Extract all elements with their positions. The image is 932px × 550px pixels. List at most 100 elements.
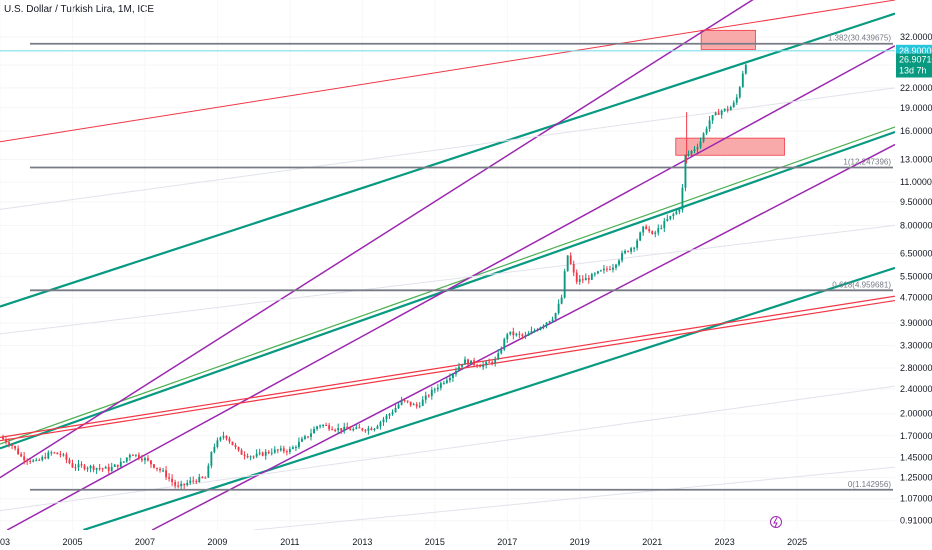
candle-body [50, 452, 53, 454]
y-tick-label: 1.700000 [900, 431, 932, 441]
candle-body [225, 435, 228, 439]
candles [2, 63, 747, 490]
candle-body [62, 454, 65, 456]
candle-body [144, 458, 146, 461]
fib-label: 0.618(4.959681) [832, 280, 891, 289]
candle-body [624, 250, 626, 254]
x-tick-label: 2013 [352, 537, 372, 547]
candle-body [228, 438, 231, 442]
candle-body [279, 448, 282, 451]
candle-body [548, 321, 551, 323]
fib-label: 1(12.247396) [843, 157, 891, 166]
candle-body [717, 112, 720, 115]
candle-body [687, 154, 690, 156]
candle-body [711, 115, 714, 121]
candle-body [219, 437, 222, 441]
candle-body [581, 279, 584, 281]
price-axis[interactable]: 32.00000026.00000022.00000019.00000016.0… [900, 32, 932, 526]
trendline [0, 0, 895, 143]
candle-body [609, 269, 611, 271]
trendline [0, 224, 895, 335]
candle-body [693, 149, 696, 151]
candle-body [675, 211, 678, 215]
candle-body [714, 112, 717, 116]
trendline [253, 466, 895, 530]
candle-body [479, 366, 482, 368]
trendline [0, 12, 895, 308]
candle-body [599, 270, 602, 272]
candle-body [313, 428, 315, 434]
candle-body [605, 268, 608, 270]
candle-body [403, 400, 406, 402]
candle-body [189, 480, 192, 483]
candle-body [140, 458, 143, 461]
candle-body [192, 480, 195, 482]
candle-body [536, 329, 539, 331]
candle-body [168, 477, 171, 479]
price-tag-label: 26.907100 [899, 55, 932, 65]
x-tick-label: 2021 [642, 537, 662, 547]
candle-body [273, 449, 276, 453]
candle-body [252, 456, 255, 458]
candle-body [165, 470, 168, 478]
candle-body [65, 454, 68, 460]
candle-body [400, 400, 403, 405]
candle-body [288, 448, 291, 453]
y-tick-label: 22.000000 [900, 83, 932, 93]
candle-body [723, 108, 726, 111]
trendline [83, 266, 895, 530]
y-tick-label: 2.400000 [900, 384, 932, 394]
candle-body [575, 272, 578, 282]
candle-body [322, 425, 325, 427]
candle-body [563, 271, 566, 298]
candle-body [666, 218, 669, 221]
candle-body [455, 370, 457, 375]
candle-body [720, 110, 723, 115]
candle-body [744, 64, 747, 74]
candle-body [285, 451, 288, 453]
price-tag-label: 28.900000 [899, 46, 932, 56]
candle-body [14, 445, 17, 449]
candle-body [340, 428, 343, 431]
candle-body [5, 439, 7, 443]
candle-body [249, 456, 252, 458]
candle-body [44, 456, 47, 459]
candle-body [560, 297, 563, 304]
candle-body [147, 458, 149, 461]
candle-body [509, 331, 512, 335]
candle-body [439, 383, 442, 388]
fib-label: 1.382(30.439675) [828, 34, 892, 43]
candle-body [627, 250, 630, 252]
candle-body [101, 468, 104, 470]
y-tick-label: 8.000000 [900, 220, 932, 230]
candle-body [497, 353, 500, 360]
chart-title: U.S. Dollar / Turkish Lira, 1M, ICE [4, 4, 155, 15]
candle-body [494, 359, 497, 364]
candle-body [461, 364, 463, 367]
candle-body [470, 360, 472, 365]
candle-body [177, 485, 180, 487]
candle-body [379, 422, 382, 427]
candle-body [216, 440, 219, 447]
candle-body [137, 454, 140, 459]
flash-icon[interactable] [770, 516, 782, 528]
candle-body [593, 273, 596, 275]
candle-body [26, 460, 29, 462]
candle-body [234, 445, 237, 448]
x-tick-label: 2015 [425, 537, 445, 547]
candle-body [406, 400, 409, 402]
candle-body [651, 231, 654, 234]
candle-body [349, 428, 352, 431]
candle-body [458, 366, 460, 371]
time-axis[interactable]: 2003 2005 2007 2009 2011 2013 2015 2017 2019 2021… [0, 537, 807, 547]
x-tick-label: 2005 [62, 537, 82, 547]
trendline [0, 295, 895, 439]
candle-body [258, 452, 261, 454]
candle-body [107, 466, 110, 471]
candle-body [47, 452, 50, 459]
candle-body [467, 359, 469, 365]
trendline [0, 299, 895, 442]
